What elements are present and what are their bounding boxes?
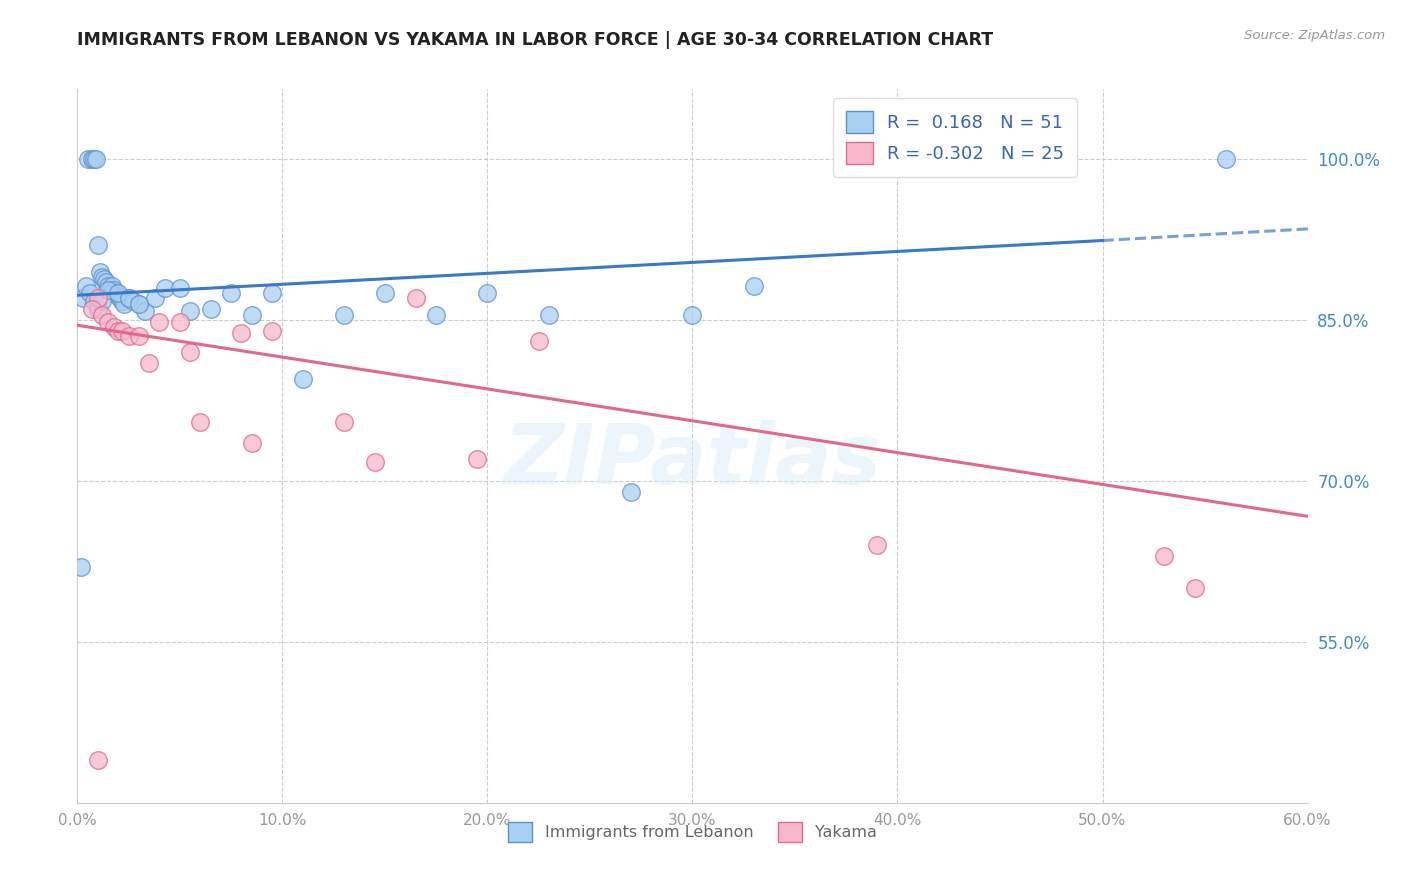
Point: [98, 283, 121, 297]
Point: [374, 286, 396, 301]
Point: [527, 334, 550, 349]
Point: [134, 304, 156, 318]
Point: [240, 308, 263, 322]
Point: [179, 304, 201, 318]
Point: [219, 286, 242, 301]
Point: [143, 292, 166, 306]
Point: [231, 326, 253, 340]
Point: [114, 297, 136, 311]
Text: ZIPatlas: ZIPatlas: [503, 420, 882, 500]
Point: [83, 293, 105, 308]
Point: [1215, 152, 1237, 166]
Point: [94, 276, 117, 290]
Point: [620, 484, 643, 499]
Point: [537, 308, 560, 322]
Text: Source: ZipAtlas.com: Source: ZipAtlas.com: [1244, 29, 1385, 42]
Point: [240, 436, 263, 450]
Point: [70, 559, 93, 574]
Point: [76, 152, 98, 166]
Point: [117, 329, 139, 343]
Point: [87, 302, 110, 317]
Point: [169, 281, 191, 295]
Point: [742, 278, 765, 293]
Point: [72, 292, 94, 306]
Point: [291, 372, 314, 386]
Legend: Immigrants from Lebanon, Yakama: Immigrants from Lebanon, Yakama: [502, 816, 883, 848]
Point: [87, 753, 110, 767]
Text: IMMIGRANTS FROM LEBANON VS YAKAMA IN LABOR FORCE | AGE 30-34 CORRELATION CHART: IMMIGRANTS FROM LEBANON VS YAKAMA IN LAB…: [77, 31, 994, 49]
Point: [83, 152, 105, 166]
Point: [107, 289, 129, 303]
Point: [103, 320, 125, 334]
Point: [262, 286, 284, 301]
Point: [90, 270, 114, 285]
Point: [79, 286, 101, 301]
Point: [80, 302, 103, 317]
Point: [107, 286, 129, 301]
Point: [465, 452, 488, 467]
Point: [1153, 549, 1175, 563]
Point: [188, 415, 212, 429]
Point: [169, 315, 191, 329]
Point: [121, 293, 143, 308]
Point: [90, 308, 114, 322]
Point: [117, 292, 139, 306]
Point: [97, 283, 120, 297]
Point: [262, 324, 284, 338]
Point: [103, 283, 125, 297]
Point: [105, 286, 128, 301]
Point: [97, 315, 120, 329]
Point: [363, 454, 385, 468]
Point: [110, 292, 132, 306]
Point: [75, 278, 97, 293]
Point: [80, 152, 103, 166]
Point: [111, 324, 134, 338]
Point: [128, 297, 150, 311]
Point: [107, 324, 129, 338]
Point: [155, 281, 177, 295]
Point: [179, 345, 201, 359]
Point: [425, 308, 447, 322]
Point: [97, 278, 120, 293]
Point: [87, 237, 110, 252]
Point: [148, 315, 170, 329]
Point: [89, 265, 111, 279]
Point: [117, 292, 139, 306]
Point: [682, 308, 704, 322]
Point: [1184, 581, 1206, 595]
Point: [90, 293, 114, 308]
Point: [138, 356, 160, 370]
Point: [333, 415, 356, 429]
Point: [128, 329, 150, 343]
Point: [333, 308, 356, 322]
Point: [405, 292, 427, 306]
Point: [866, 538, 889, 552]
Point: [87, 292, 110, 306]
Point: [128, 297, 150, 311]
Point: [93, 272, 115, 286]
Point: [84, 152, 107, 166]
Point: [477, 286, 499, 301]
Point: [200, 302, 222, 317]
Point: [101, 278, 124, 293]
Point: [111, 293, 134, 308]
